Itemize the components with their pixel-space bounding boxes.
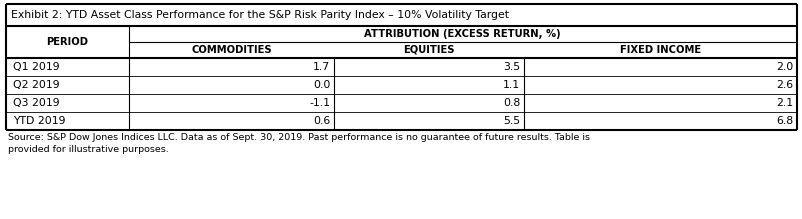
Text: COMMODITIES: COMMODITIES [191, 45, 271, 55]
Text: 1.1: 1.1 [502, 80, 520, 90]
Text: 0.0: 0.0 [313, 80, 330, 90]
Text: Exhibit 2: YTD Asset Class Performance for the S&P Risk Parity Index – 10% Volat: Exhibit 2: YTD Asset Class Performance f… [11, 10, 508, 20]
Text: Q2 2019: Q2 2019 [13, 80, 59, 90]
Text: 3.5: 3.5 [502, 62, 520, 72]
Text: 0.8: 0.8 [502, 98, 520, 108]
Text: -1.1: -1.1 [309, 98, 330, 108]
Text: 2.6: 2.6 [775, 80, 792, 90]
Text: 2.0: 2.0 [775, 62, 792, 72]
Text: PERIOD: PERIOD [47, 37, 88, 47]
Text: Q1 2019: Q1 2019 [13, 62, 59, 72]
Text: 6.8: 6.8 [775, 116, 792, 126]
Text: ATTRIBUTION (EXCESS RETURN, %): ATTRIBUTION (EXCESS RETURN, %) [364, 29, 561, 39]
Text: FIXED INCOME: FIXED INCOME [619, 45, 700, 55]
Text: 2.1: 2.1 [775, 98, 792, 108]
Text: EQUITIES: EQUITIES [403, 45, 455, 55]
Text: 5.5: 5.5 [502, 116, 520, 126]
Text: 1.7: 1.7 [313, 62, 330, 72]
Text: Q3 2019: Q3 2019 [13, 98, 59, 108]
Text: Source: S&P Dow Jones Indices LLC. Data as of Sept. 30, 2019. Past performance i: Source: S&P Dow Jones Indices LLC. Data … [8, 133, 589, 154]
Text: YTD 2019: YTD 2019 [13, 116, 66, 126]
Text: 0.6: 0.6 [313, 116, 330, 126]
